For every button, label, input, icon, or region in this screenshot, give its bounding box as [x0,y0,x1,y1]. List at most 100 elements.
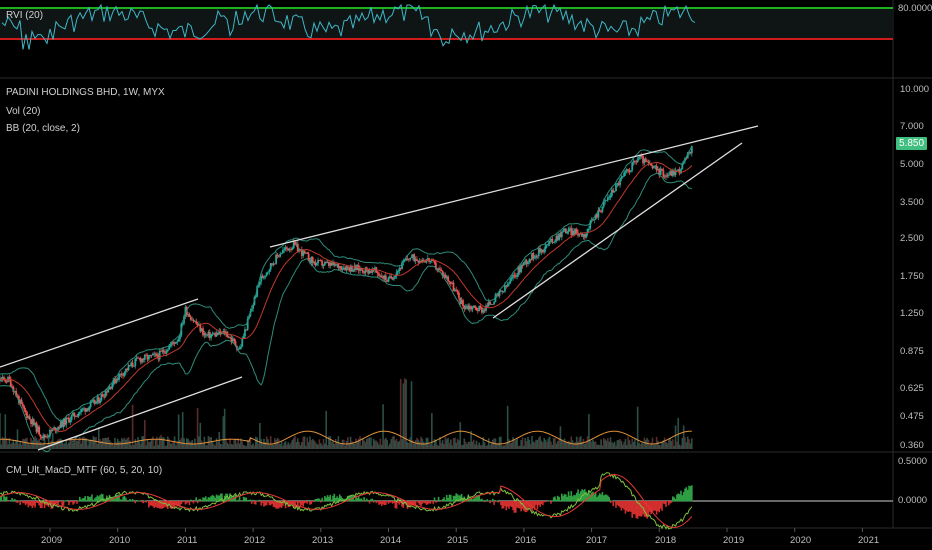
volume-bar [466,444,468,449]
macd-histogram-bar [24,501,27,506]
candle [456,291,459,293]
candle [218,330,221,335]
candle [556,236,559,240]
macd-histogram-bar [0,496,1,502]
macd-histogram-bar [458,495,460,502]
macd-histogram-bar [74,501,77,502]
candle [643,158,646,164]
macd-histogram-bar [7,501,9,502]
volume-bar [310,440,313,449]
symbol-title[interactable]: PADINI HOLDINGS BHD, 1W, MYX [6,87,165,98]
volume-bar [408,443,410,449]
macd-histogram-bar [594,492,597,502]
volume-bar [271,444,273,449]
macd-histogram-bar [497,501,499,503]
volume-bar [666,443,669,449]
price-tick: 1.250 [900,308,924,319]
volume-bar [275,440,277,449]
macd-histogram-bar [299,501,302,508]
candle [105,391,108,393]
candle [658,169,661,175]
macd-histogram-bar [589,494,592,502]
candle [344,267,347,271]
macd-histogram-bar [18,500,20,502]
macd-histogram-bar [371,498,374,502]
candle [606,197,609,201]
volume-bar [349,436,352,449]
macd-histogram-bar [638,501,640,517]
candle [483,310,486,311]
candle [573,230,575,235]
macd-histogram-bar [655,501,658,515]
volume-bar [226,442,229,449]
volume-bar [670,441,673,449]
candle [547,244,550,245]
candle [133,365,135,367]
macd-histogram-bar [556,495,559,502]
study-volume-label[interactable]: Vol (20) [6,106,41,117]
volume-bar [611,441,613,449]
macd-histogram-bar [574,495,577,502]
volume-bar [581,441,583,449]
candle [388,276,391,278]
macd-histogram-bar [493,501,495,505]
macd-histogram-bar [532,501,535,508]
macd-histogram-bar [238,496,241,502]
candle [411,254,414,258]
volume-bar [87,445,89,449]
candle [681,163,684,170]
candle [636,159,639,163]
volume-bar [389,443,391,449]
price-tick: 0.625 [900,383,924,394]
volume-bar [317,444,319,449]
macd-histogram-bar [612,501,615,507]
candle [240,346,242,349]
candle [110,386,112,389]
candle [602,201,605,207]
volume-bar [344,445,346,449]
volume-bar [318,439,321,449]
trendline [269,125,759,248]
volume-bar [467,441,470,449]
volume-bar [76,441,78,449]
candle [314,261,317,266]
macd-histogram-bar [542,501,544,506]
bb-upper-band [0,145,693,422]
volume-bar [413,443,416,449]
candle [65,417,68,425]
macd-histogram-bar [122,496,124,502]
candle [292,241,295,249]
volume-bar [620,440,623,449]
candle [673,170,676,175]
macd-histogram-bar [146,501,149,502]
volume-bar [554,437,556,449]
candle [40,436,43,439]
macd-histogram-bar [483,501,486,503]
study-bb-label[interactable]: BB (20, close, 2) [6,123,80,134]
candle [54,427,57,432]
volume-bar [332,441,334,449]
macd-histogram-bar [609,501,612,504]
macd-histogram-bar [440,501,443,502]
volume-bar [470,430,472,449]
candle [569,228,571,230]
volume-bar [638,442,640,449]
volume-bar [0,444,3,449]
macd-histogram-bar [431,500,433,502]
volume-bar [678,444,681,449]
volume-bar [667,440,670,449]
candle [360,268,363,271]
macd-label[interactable]: CM_Ult_MacD_MTF (60, 5, 20, 10) [6,465,163,476]
macd-histogram-bar [473,498,475,502]
candle [85,408,88,412]
candle [43,435,46,438]
volume-bar [659,445,662,449]
volume-bar [341,439,344,449]
volume-bar [196,407,199,449]
candle [118,373,120,380]
candle [474,305,477,308]
candle [84,408,87,412]
volume-bar [390,439,393,449]
volume-bar [43,439,46,449]
